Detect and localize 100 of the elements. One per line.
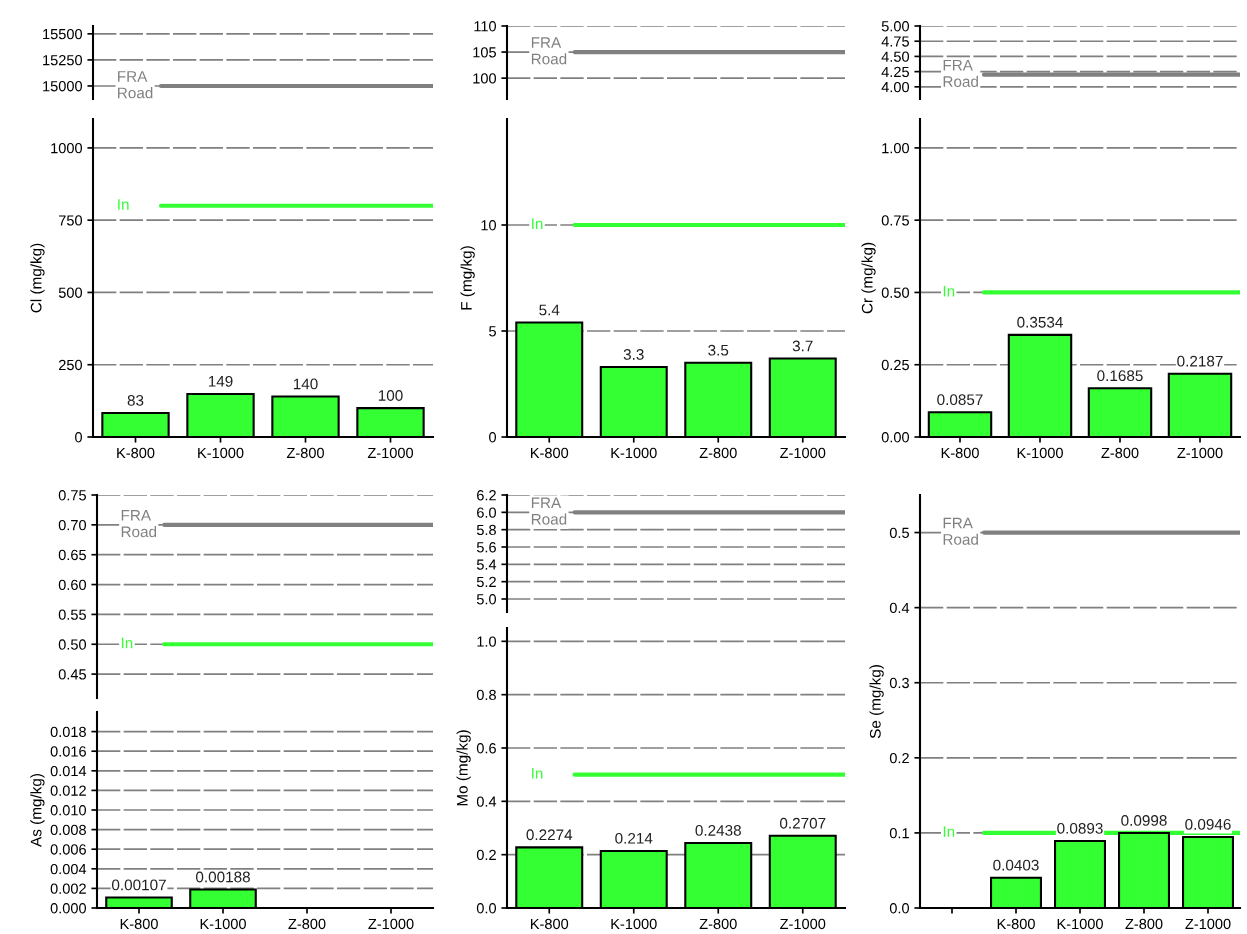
y-tick-label: 0.000	[50, 903, 87, 914]
y-tick-label: 10	[481, 220, 497, 231]
x-tick-label: K-800	[120, 918, 158, 930]
y-tick-label: 1.00	[882, 143, 910, 154]
y-tick-label: 0.4	[889, 602, 910, 614]
x-tick-label: K-1000	[1017, 447, 1063, 459]
y-tick-label: 0.004	[50, 863, 87, 875]
y-tick-label: 750	[59, 215, 83, 226]
y-tick-label: 0.0	[476, 903, 497, 914]
y-tick-label: 0.5	[889, 527, 909, 538]
y-tick-label: 5.6	[476, 542, 496, 553]
x-tick-label: Z-800	[699, 918, 737, 930]
x-tick-label: Z-800	[1125, 918, 1163, 930]
y-tick-label: 0.0	[889, 903, 910, 914]
data-label: 0.3534	[1017, 316, 1063, 328]
ref-line-label: In	[121, 637, 133, 649]
data-label: 83	[127, 395, 144, 406]
data-label: 0.1685	[1097, 370, 1143, 382]
x-tick-label: Z-800	[1101, 447, 1139, 459]
y-tick-label: 0.45	[58, 669, 86, 680]
data-label: 3.7	[792, 340, 813, 352]
data-label: 0.2187	[1177, 355, 1223, 367]
ref-line-label: In	[118, 199, 129, 210]
x-tick-label: Z-1000	[780, 447, 826, 459]
y-tick-label: 0.008	[50, 824, 86, 836]
y-tick-label: 0.2	[889, 752, 909, 764]
y-tick-label: 500	[58, 287, 83, 298]
x-tick-label: K-1000	[1057, 918, 1103, 930]
x-tick-label: K-800	[117, 447, 155, 459]
y-tick-label: 0.006	[50, 844, 86, 855]
y-tick-label: 15250	[43, 54, 83, 66]
y-tick-label: 0.6	[476, 743, 496, 754]
data-label: 0.00107	[111, 879, 166, 891]
y-tick-label: 0.65	[58, 549, 86, 561]
y-tick-label: 4.75	[881, 36, 909, 47]
ref-line-label: FRA Road	[118, 71, 153, 99]
y-tick-label: 0.00	[881, 432, 910, 443]
data-label: 3.5	[708, 344, 729, 356]
x-tick-label: K-1000	[611, 918, 657, 930]
y-tick-label: 5.8	[476, 524, 496, 536]
y-tick-label: 0.012	[50, 785, 86, 796]
data-label: 149	[208, 375, 233, 387]
x-tick-label: K-800	[530, 918, 569, 930]
y-tick-label: 0.014	[50, 765, 87, 777]
y-tick-label: 15500	[43, 28, 83, 40]
x-tick-label: K-1000	[611, 447, 657, 459]
data-label: 3.3	[623, 349, 644, 360]
ref-line-label: FRA Road	[121, 510, 157, 538]
data-label: 0.0403	[993, 859, 1039, 871]
y-tick-label: 5.0	[476, 594, 497, 605]
y-tick-label: 0.50	[881, 287, 910, 298]
data-label: 0.00188	[195, 871, 250, 883]
y-tick-label: 0.018	[50, 726, 86, 738]
data-label: 0.2274	[526, 829, 573, 841]
ref-line-label: In	[532, 218, 543, 229]
data-label: 0.214	[615, 832, 653, 844]
y-axis-title: F (mg/kg)	[460, 246, 475, 310]
x-tick-label: K-1000	[198, 447, 244, 459]
data-label: 0.0857	[937, 394, 983, 406]
x-tick-label: K-800	[941, 447, 979, 459]
ref-line-label: FRA Road	[943, 59, 978, 87]
ref-line-label: In	[943, 826, 955, 837]
y-tick-label: 0.010	[50, 805, 87, 816]
y-tick-label: 0.75	[881, 215, 909, 226]
y-tick-label: 0.50	[58, 639, 87, 650]
x-tick-label: K-800	[997, 918, 1035, 930]
y-axis-title: Mo (mg/kg)	[456, 730, 471, 806]
x-tick-label: Z-1000	[367, 447, 414, 459]
y-tick-label: 0.55	[58, 609, 86, 620]
y-tick-label: 15000	[43, 81, 83, 92]
data-label: 100	[378, 390, 403, 401]
ref-line-label: In	[532, 768, 543, 779]
y-tick-label: 6.0	[477, 507, 497, 518]
x-tick-label: Z-1000	[1177, 447, 1223, 459]
y-tick-label: 4.25	[881, 66, 909, 78]
y-tick-label: 5.00	[881, 21, 910, 32]
x-tick-label: Z-800	[288, 918, 326, 930]
x-tick-label: K-800	[530, 447, 569, 459]
y-tick-label: 0.3	[889, 677, 909, 689]
data-label: 0.0893	[1057, 822, 1103, 834]
y-tick-label: 6.2	[477, 490, 496, 501]
y-tick-label: 0.60	[58, 579, 87, 590]
y-tick-label: 1000	[51, 143, 83, 154]
x-tick-label: Z-1000	[368, 918, 414, 930]
y-tick-label: 0	[75, 432, 83, 443]
y-tick-label: 4.00	[881, 81, 910, 93]
data-label: 0.2438	[695, 824, 741, 836]
y-tick-label: 0.016	[50, 746, 86, 757]
y-tick-label: 1.0	[477, 636, 497, 647]
y-tick-label: 250	[58, 359, 83, 371]
data-label: 0.0946	[1185, 818, 1231, 830]
y-tick-label: 5	[489, 326, 496, 337]
y-tick-label: 100	[473, 73, 497, 84]
y-tick-label: 5.4	[476, 559, 497, 570]
x-tick-label: Z-800	[699, 447, 737, 459]
data-label: 140	[293, 378, 318, 390]
ref-line-label: FRA Road	[531, 37, 567, 65]
y-tick-label: 0.8	[476, 689, 496, 701]
y-tick-label: 0.2	[476, 849, 496, 861]
y-axis-title: Cl (mg/kg)	[30, 243, 45, 313]
